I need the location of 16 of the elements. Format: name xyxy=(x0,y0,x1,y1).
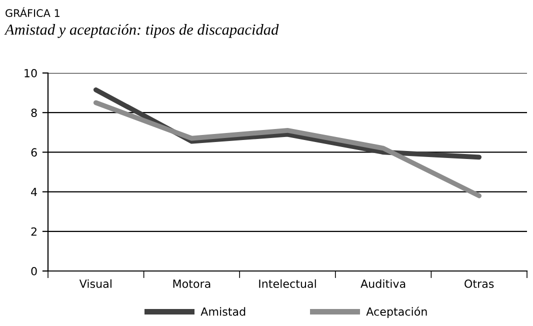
x-tick-label: Motora xyxy=(173,280,210,288)
legend-label: Amistad xyxy=(200,307,246,316)
chart-title: GRÁFICA 1 xyxy=(6,7,60,18)
x-tick-label: Visual xyxy=(79,279,112,288)
line-series xyxy=(93,100,482,198)
x-tick-label: Auditiva xyxy=(360,279,406,288)
legend-label: Aceptación xyxy=(366,306,427,318)
y-tick-label: 8 xyxy=(31,108,37,117)
y-tick-label: 2 xyxy=(31,227,36,236)
y-tick-label: 4 xyxy=(31,188,37,196)
y-tick-label: 10 xyxy=(24,68,37,78)
y-tick-label: 6 xyxy=(31,148,37,157)
y-tick-label: 0 xyxy=(31,266,37,276)
chart-subtitle: Amistad y aceptación: tipos de discapacidad xyxy=(4,24,279,38)
x-tick-label: Intelectual xyxy=(259,279,316,288)
x-tick-label: Otras xyxy=(464,280,494,288)
